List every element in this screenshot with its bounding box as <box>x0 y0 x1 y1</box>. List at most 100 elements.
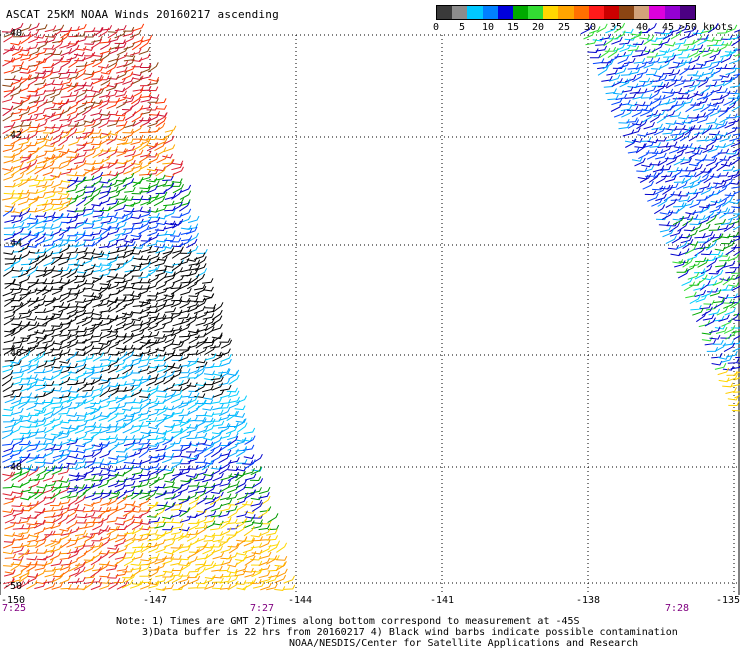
wind-barb <box>211 565 223 572</box>
wind-barb <box>670 190 682 196</box>
wind-barb <box>132 329 145 337</box>
wind-barb <box>50 254 62 266</box>
wind-barb <box>626 117 638 123</box>
wind-barb <box>91 442 103 448</box>
wind-barb <box>91 266 103 273</box>
wind-barb <box>75 69 87 80</box>
wind-barb <box>211 334 223 340</box>
wind-barb <box>76 411 88 417</box>
wind-barb <box>43 546 56 553</box>
wind-barb <box>219 431 232 440</box>
wind-barb <box>74 206 86 212</box>
wind-barb <box>58 445 71 452</box>
wind-barb <box>91 118 103 129</box>
wind-barb <box>140 245 153 253</box>
legend-swatch <box>482 6 498 19</box>
wind-barb <box>138 255 150 261</box>
wind-barb <box>228 480 240 488</box>
wind-barb <box>99 435 111 441</box>
wind-barb <box>673 144 685 149</box>
wind-barb <box>251 467 263 472</box>
wind-barb <box>84 573 96 579</box>
wind-barb <box>635 61 648 70</box>
wind-barb <box>82 341 94 351</box>
wind-barb <box>243 454 255 460</box>
wind-barb <box>68 387 80 393</box>
wind-barb <box>188 481 200 487</box>
wind-barb <box>171 518 183 524</box>
wind-barb <box>164 478 176 484</box>
wind-barb <box>731 67 740 70</box>
wind-barb <box>714 218 726 225</box>
wind-barb <box>210 374 223 381</box>
wind-barb <box>35 427 47 434</box>
wind-barb <box>18 336 30 344</box>
wind-barb <box>680 57 693 64</box>
wind-barb <box>632 51 644 58</box>
wind-barb <box>74 529 87 537</box>
wind-barb <box>92 76 104 85</box>
wind-barb <box>107 173 119 183</box>
wind-barb <box>154 259 167 267</box>
wind-barb <box>74 127 86 134</box>
wind-barb <box>179 368 191 374</box>
wind-barb <box>171 242 184 248</box>
wind-barb <box>66 309 78 320</box>
wind-barb <box>67 550 80 559</box>
wind-barb <box>74 566 86 577</box>
wind-barb <box>92 27 104 37</box>
wind-barb <box>123 298 135 308</box>
wind-barb <box>234 524 246 535</box>
wind-barb <box>734 377 740 381</box>
wind-barb <box>251 501 263 512</box>
wind-barb <box>155 166 167 177</box>
wind-barb <box>108 54 120 63</box>
wind-barb <box>210 503 223 512</box>
wind-barb <box>58 32 70 44</box>
wind-barb <box>162 158 174 165</box>
wind-barb <box>66 216 79 224</box>
wind-barb <box>115 148 127 153</box>
wind-barb <box>51 466 64 475</box>
wind-barb <box>219 424 231 434</box>
wind-barb <box>171 445 184 451</box>
wind-barb <box>242 567 254 573</box>
wind-barb <box>655 152 667 160</box>
wind-barb <box>722 165 735 172</box>
wind-barb <box>60 82 73 91</box>
wind-barb <box>188 259 201 266</box>
wind-barb <box>236 554 248 565</box>
wind-barb <box>50 72 62 80</box>
wind-barb <box>641 57 654 65</box>
wind-barb <box>66 128 78 139</box>
wind-barb <box>131 468 144 476</box>
wind-barb <box>20 74 32 80</box>
wind-barb <box>11 272 24 278</box>
wind-barb <box>171 394 183 404</box>
wind-barb <box>646 150 659 160</box>
wind-barb <box>12 173 25 182</box>
wind-barb <box>196 481 209 488</box>
wind-barb <box>84 187 96 194</box>
wind-barb <box>219 483 231 493</box>
lat-label: -50 <box>4 581 22 592</box>
wind-barb <box>218 413 231 421</box>
wind-barb <box>689 74 702 82</box>
wind-barb <box>98 377 110 385</box>
wind-barb <box>28 180 41 187</box>
wind-barb <box>11 471 23 481</box>
wind-barb <box>212 577 224 583</box>
wind-barb <box>59 41 71 49</box>
wind-barb <box>658 60 671 70</box>
wind-barb <box>44 570 57 578</box>
wind-barb <box>147 112 160 122</box>
wind-barb <box>114 578 126 584</box>
wind-barb <box>43 387 55 397</box>
wind-barb <box>34 237 46 247</box>
wind-barb <box>719 276 731 282</box>
wind-barb <box>210 464 222 470</box>
wind-barb <box>733 295 740 299</box>
wind-barb <box>132 36 144 45</box>
wind-barb <box>11 468 23 477</box>
wind-barb <box>709 289 722 297</box>
